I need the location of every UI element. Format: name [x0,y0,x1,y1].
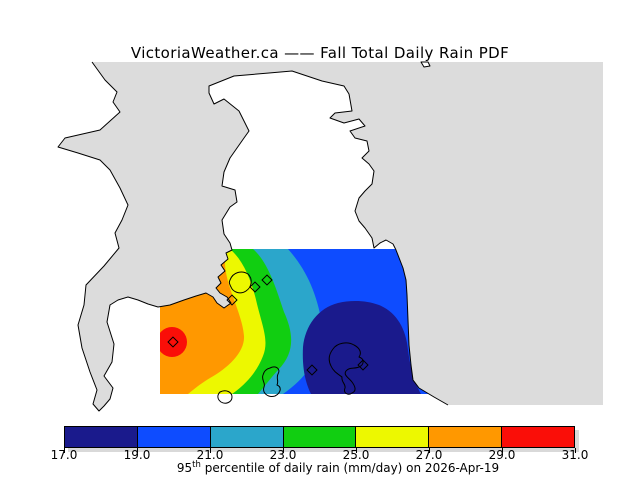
caption-text: percentile of daily rain (mm/day) on 202… [200,461,500,475]
colorbar-tick-label: 23.0 [269,448,297,462]
colorbar-segment-19-21 [136,427,210,447]
colorbar-segment-27-29 [428,427,502,447]
colorbar-tick-label: 25.0 [342,448,370,462]
colorbar-tick [502,448,503,453]
colorbar-segment-17-19 [65,427,137,447]
caption-superscript: th [192,460,201,470]
colorbar-tick [429,448,430,453]
colorbar-segment-23-25 [282,427,356,447]
coastline [57,61,449,412]
island-outlines [217,61,431,404]
colorbar-caption: 95th percentile of daily rain (mm/day) o… [177,460,499,475]
colorbar-tick [64,448,65,453]
small-island-outline [262,366,281,397]
colorbar-tick-label: 29.0 [488,448,516,462]
page-title: VictoriaWeather.ca —— Fall Total Daily R… [130,44,510,62]
colorbar-tick-label: 19.0 [123,448,151,462]
colorbar-segment-25-27 [355,427,429,447]
colorbar-tick [356,448,357,453]
band-29-31 [160,327,187,357]
colorbar-tick [575,448,576,453]
colorbar-tick-label: 21.0 [196,448,224,462]
colorbar-segment-21-23 [209,427,283,447]
shore-blob-outline [217,390,233,404]
colorbar-tick [210,448,211,453]
band-17-19 [302,300,421,394]
colorbar-segment-29-31 [501,427,575,447]
station-marker [249,281,261,293]
colorbar-tick-label: 27.0 [415,448,443,462]
colorbar-tick [137,448,138,453]
station-marker [226,294,238,306]
large-island-outline [328,342,364,395]
colorbar-tick [283,448,284,453]
station-marker-group [167,274,369,376]
station-marker [357,359,369,371]
colorbar-tick-label: 17.0 [50,448,78,462]
station-marker [261,274,273,286]
colorbar-tick-label: 31.0 [561,448,589,462]
station-marker [167,336,179,348]
sea-area [58,62,603,411]
station-marker [306,364,318,376]
top-edge-islet [420,61,431,68]
caption-number: 95 [176,461,193,475]
colorbar [64,426,575,448]
lagoon-outline [228,271,252,294]
